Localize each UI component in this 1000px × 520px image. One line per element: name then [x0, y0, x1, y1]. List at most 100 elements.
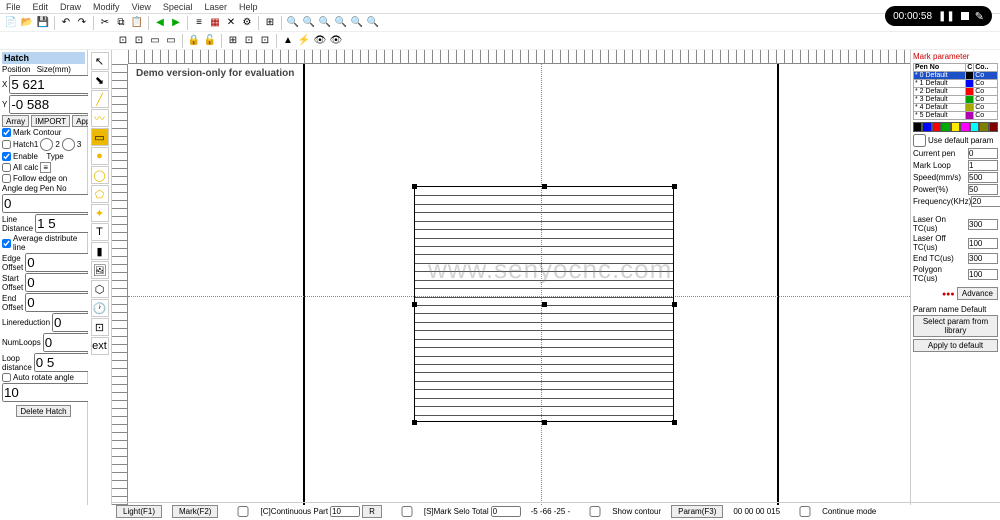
mark-button[interactable]: Mark(F2) — [172, 505, 218, 518]
lock-icon[interactable]: 🔒 — [187, 34, 201, 48]
avg-dist-check[interactable] — [2, 239, 11, 248]
cut-icon[interactable]: ✂ — [98, 16, 112, 30]
redo-icon[interactable]: ↷ — [75, 16, 89, 30]
pause-icon[interactable]: ❚❚ — [938, 11, 955, 22]
allcalc-check[interactable] — [2, 163, 11, 172]
palette-swatch[interactable] — [989, 122, 998, 132]
selection-handle[interactable] — [412, 302, 417, 307]
select-library-button[interactable]: Select param from library — [913, 315, 998, 337]
node-tool[interactable]: ⬊ — [91, 71, 109, 89]
preview-icon[interactable]: ▲ — [281, 34, 295, 48]
palette-swatch[interactable] — [913, 122, 922, 132]
rect-tool[interactable]: ▭ — [91, 128, 109, 146]
pen-row[interactable]: * 1 DefaultCo — [914, 80, 998, 88]
grid-icon[interactable]: ⊞ — [263, 16, 277, 30]
r-button[interactable]: R — [362, 505, 382, 518]
zoom-sel-icon[interactable]: 🔍 — [334, 16, 348, 30]
pen-row[interactable]: * 0 DefaultCo — [914, 72, 998, 80]
menu-draw[interactable]: Draw — [60, 2, 81, 11]
menu-help[interactable]: Help — [239, 2, 258, 11]
selection-handle[interactable] — [412, 420, 417, 425]
param-input[interactable] — [968, 148, 998, 159]
zoom-100-icon[interactable]: 🔍 — [350, 16, 364, 30]
auto-rotate-check[interactable] — [2, 373, 11, 382]
snap3-icon[interactable]: ⊡ — [242, 34, 256, 48]
copy-icon[interactable]: ⧉ — [114, 16, 128, 30]
settings-icon[interactable]: ⚙ — [240, 16, 254, 30]
pen-row[interactable]: * 4 DefaultCo — [914, 104, 998, 112]
tc-input[interactable] — [968, 238, 998, 249]
palette-swatch[interactable] — [951, 122, 960, 132]
hatch1-check[interactable] — [2, 140, 11, 149]
pen-row[interactable]: * 3 DefaultCo — [914, 96, 998, 104]
selection-handle[interactable] — [542, 302, 547, 307]
save-icon[interactable]: 💾 — [36, 16, 50, 30]
tool-icon[interactable]: ✕ — [224, 16, 238, 30]
eye2-icon[interactable]: 👁 — [329, 34, 343, 48]
snap4-icon[interactable]: ⊡ — [258, 34, 272, 48]
stop-icon[interactable] — [961, 12, 969, 20]
selection-handle[interactable] — [542, 420, 547, 425]
light-button[interactable]: Light(F1) — [116, 505, 162, 518]
menu-view[interactable]: View — [132, 2, 151, 11]
select-tool[interactable]: ↖ — [91, 52, 109, 70]
zoom-ext-icon[interactable]: 🔍 — [366, 16, 380, 30]
import-button[interactable]: IMPORT — [31, 115, 70, 127]
star-tool[interactable]: ✦ — [91, 204, 109, 222]
menu-edit[interactable]: Edit — [33, 2, 49, 11]
pen-row[interactable]: * 5 DefaultCo — [914, 112, 998, 120]
vector-tool[interactable]: ⬡ — [91, 280, 109, 298]
menu-modify[interactable]: Modify — [93, 2, 120, 11]
palette-swatch[interactable] — [922, 122, 931, 132]
zoom-out-icon[interactable]: 🔍 — [302, 16, 316, 30]
palette-swatch[interactable] — [960, 122, 969, 132]
extend-tool[interactable]: ext — [91, 337, 109, 355]
circle-tool[interactable]: ● — [91, 147, 109, 165]
eye-icon[interactable]: 👁 — [313, 34, 327, 48]
polygon-tool[interactable]: ⬠ — [91, 185, 109, 203]
array-button[interactable]: Array — [2, 115, 29, 127]
menu-laser[interactable]: Laser — [204, 2, 227, 11]
follow-edge-check[interactable] — [2, 174, 11, 183]
color-palette[interactable] — [913, 122, 998, 132]
param-input[interactable] — [968, 172, 998, 183]
image-tool[interactable]: 🖼 — [91, 261, 109, 279]
snap-icon[interactable]: ⊡ — [116, 34, 130, 48]
param-input[interactable] — [968, 184, 998, 195]
barcode-tool[interactable]: ▮ — [91, 242, 109, 260]
snap2-icon[interactable]: ⊡ — [132, 34, 146, 48]
text-tool[interactable]: T — [91, 223, 109, 241]
palette-swatch[interactable] — [941, 122, 950, 132]
tc-input[interactable] — [968, 253, 998, 264]
order2-icon[interactable]: ▭ — [164, 34, 178, 48]
param-button[interactable]: Param(F3) — [671, 505, 723, 518]
open-icon[interactable]: 📂 — [20, 16, 34, 30]
pen-row[interactable]: * 2 DefaultCo — [914, 88, 998, 96]
palette-swatch[interactable] — [932, 122, 941, 132]
ellipse-tool[interactable]: ◯ — [91, 166, 109, 184]
tc-input[interactable] — [968, 219, 998, 230]
back-icon[interactable]: ◀ — [153, 16, 167, 30]
tc-input[interactable] — [968, 269, 998, 280]
order-icon[interactable]: ▭ — [148, 34, 162, 48]
undo-icon[interactable]: ↶ — [59, 16, 73, 30]
zoom-fit-icon[interactable]: 🔍 — [318, 16, 332, 30]
param-input[interactable] — [968, 160, 998, 171]
use-default-check[interactable] — [913, 134, 926, 147]
selection-handle[interactable] — [542, 184, 547, 189]
unlock-icon[interactable]: 🔓 — [203, 34, 217, 48]
curve-tool[interactable]: 〰 — [91, 109, 109, 127]
paste-icon[interactable]: 📋 — [130, 16, 144, 30]
fwd-icon[interactable]: ▶ — [169, 16, 183, 30]
input-tool[interactable]: ⊡ — [91, 318, 109, 336]
canvas[interactable]: Demo version-only for evaluation www.sen… — [128, 64, 910, 505]
mark-contour-check[interactable] — [2, 128, 11, 137]
align-icon[interactable]: ≡ — [192, 16, 206, 30]
selection-handle[interactable] — [672, 184, 677, 189]
palette-swatch[interactable] — [979, 122, 988, 132]
grid2-icon[interactable]: ⊞ — [226, 34, 240, 48]
menu-special[interactable]: Special — [163, 2, 193, 11]
hatch-icon[interactable]: ▦ — [208, 16, 222, 30]
enable-check[interactable] — [2, 152, 11, 161]
delete-hatch-button[interactable]: Delete Hatch — [16, 405, 70, 417]
